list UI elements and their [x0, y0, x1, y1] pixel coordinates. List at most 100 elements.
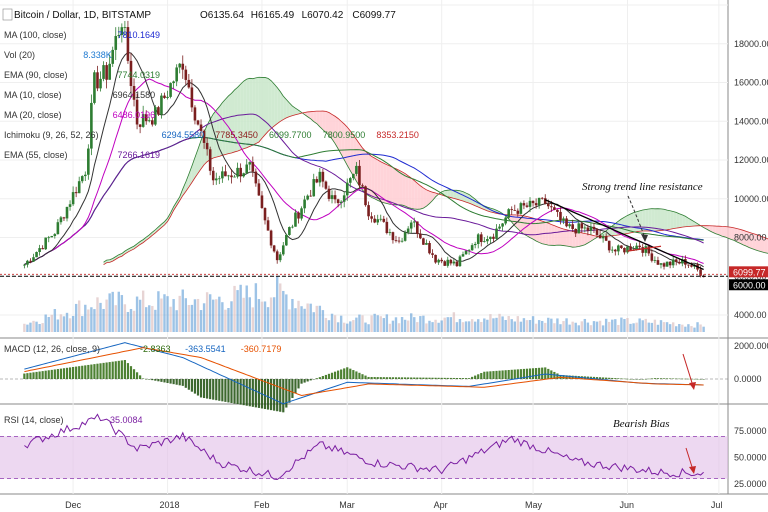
- candle-body: [108, 63, 111, 80]
- cloud-segment: [395, 168, 400, 205]
- macd-histogram-bar: [117, 360, 120, 379]
- candle-body: [120, 27, 124, 35]
- candle-body: [248, 162, 252, 165]
- volume-bar: [202, 303, 206, 332]
- macd-histogram-bar: [148, 379, 151, 380]
- macd-histogram-bar: [254, 379, 257, 408]
- candle-body: [449, 259, 453, 264]
- macd-histogram-bar: [394, 377, 398, 379]
- candle-body: [428, 242, 431, 254]
- cloud-segment: [724, 226, 728, 239]
- candle-body: [32, 257, 35, 262]
- candle-body: [65, 206, 69, 219]
- macd-histogram-bar: [647, 378, 650, 380]
- candle-body: [285, 234, 288, 246]
- volume-bar: [163, 294, 166, 332]
- volume-bar: [455, 322, 459, 332]
- candle-body: [461, 254, 465, 257]
- cloud-segment: [466, 193, 470, 204]
- cloud-segment: [103, 260, 107, 265]
- candle-body: [208, 149, 212, 171]
- macd-histogram-bar: [480, 373, 483, 379]
- macd-layer: [0, 342, 728, 413]
- macd-histogram-bar: [172, 379, 175, 385]
- volume-bar: [565, 318, 568, 332]
- macd-histogram-bar: [206, 379, 209, 399]
- candle-body: [571, 224, 574, 229]
- volume-bar: [577, 325, 580, 332]
- candle-body: [281, 245, 285, 255]
- macd-histogram-bar: [489, 371, 492, 379]
- macd-histogram-bar: [541, 367, 544, 379]
- cloud-segment: [155, 226, 159, 233]
- candle-body: [211, 170, 215, 181]
- candle-body: [352, 173, 355, 179]
- macd-histogram-bar: [656, 378, 660, 379]
- cloud-segment: [389, 166, 393, 205]
- cloud-segment: [164, 218, 168, 226]
- volume-bar: [169, 306, 172, 332]
- cloud-segment: [377, 159, 381, 202]
- level-badge: [729, 279, 768, 291]
- volume-bar: [498, 313, 501, 332]
- cloud-segment: [255, 77, 259, 144]
- macd-histogram-bar: [410, 377, 413, 379]
- cloud-segment: [161, 221, 165, 228]
- candle-body: [440, 259, 443, 262]
- cloud-segment: [563, 229, 567, 246]
- volume-bar: [245, 285, 248, 332]
- volume-bar: [696, 322, 699, 332]
- macd-histogram-bar: [87, 364, 90, 379]
- macd-histogram-bar: [477, 374, 480, 379]
- macd-histogram-bar: [504, 370, 507, 379]
- macd-histogram-bar: [413, 377, 416, 379]
- volume-bar: [391, 320, 395, 332]
- ohlc-value-1: H6165.49: [251, 10, 295, 21]
- macd-histogram-bar: [65, 367, 69, 379]
- volume-bar: [522, 318, 526, 332]
- cloud-segment: [648, 208, 652, 232]
- cloud-segment: [703, 225, 707, 230]
- volume-bar: [184, 298, 188, 332]
- macd-histogram-bar: [129, 366, 133, 379]
- indicator-value-5-2: 6099.7700: [269, 130, 312, 140]
- volume-bar: [233, 285, 236, 332]
- volume-bar: [336, 322, 340, 332]
- candle-body: [638, 245, 641, 248]
- candle-body: [540, 197, 544, 199]
- candle-body: [336, 199, 340, 204]
- ohlc-value-0: O6135.64: [200, 10, 244, 21]
- candle-body: [358, 165, 361, 186]
- cloud-segment: [654, 208, 658, 232]
- volume-bar: [449, 317, 453, 332]
- volume-bar: [300, 306, 303, 332]
- candle-body: [196, 120, 200, 125]
- volume-bar: [589, 325, 593, 332]
- chart-title: Bitcoin / Dollar, 1D, BITSTAMP: [14, 10, 151, 21]
- candle-body: [239, 167, 242, 177]
- macd-histogram-bar: [440, 377, 443, 379]
- macd-histogram-bar: [294, 379, 297, 394]
- macd-histogram-bar: [437, 377, 440, 379]
- cloud-segment: [341, 121, 345, 160]
- cloud-segment: [231, 89, 235, 153]
- macd-histogram-bar: [202, 379, 206, 399]
- candle-body: [650, 253, 654, 261]
- macd-histogram-bar: [123, 360, 126, 379]
- candle-body: [157, 107, 160, 115]
- candle-body: [601, 236, 605, 239]
- candle-body: [29, 260, 32, 262]
- macd-histogram-bar: [446, 377, 449, 379]
- cloud-segment: [328, 112, 333, 140]
- macd-histogram-bar: [556, 373, 559, 379]
- volume-bar: [355, 317, 358, 332]
- volume-bar: [702, 326, 705, 332]
- macd-histogram-bar: [285, 379, 288, 408]
- volume-bar: [47, 316, 50, 332]
- candle-body: [406, 228, 410, 233]
- volume-bar: [492, 318, 495, 332]
- macd-histogram-bar: [193, 379, 197, 394]
- volume-bar: [38, 323, 41, 332]
- cloud-segment: [417, 183, 421, 210]
- volume-bar: [419, 316, 422, 332]
